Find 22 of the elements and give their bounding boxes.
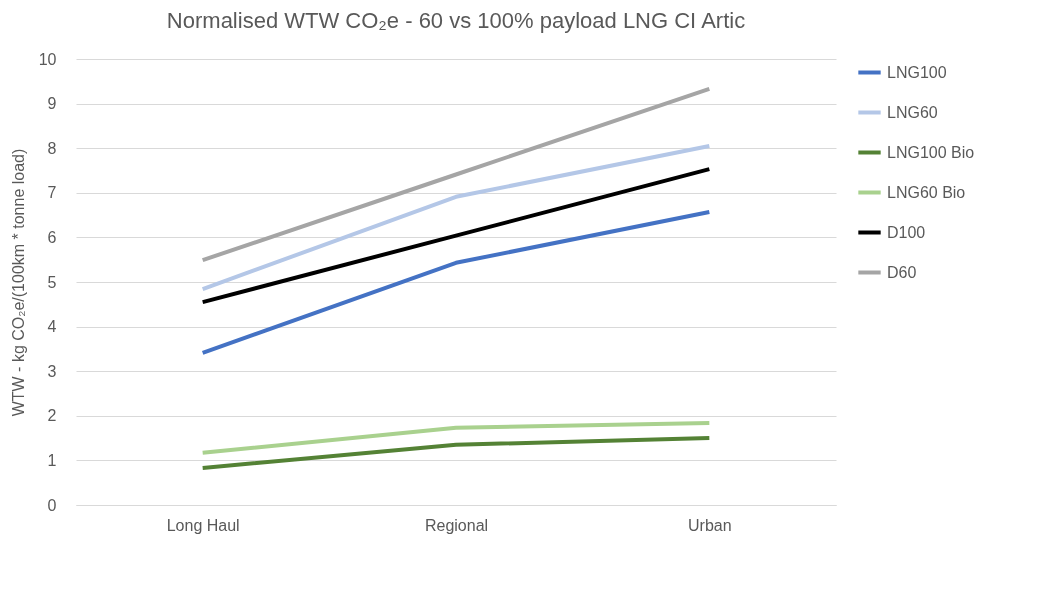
y-tick-label: 10 — [38, 50, 57, 68]
y-tick-label: 6 — [47, 228, 57, 246]
legend-label: LNG60 Bio — [887, 183, 966, 201]
legend-label: D60 — [887, 263, 917, 281]
x-tick-label: Urban — [688, 516, 732, 534]
y-tick-label: 9 — [47, 95, 57, 113]
y-tick-label: 7 — [47, 184, 57, 202]
y-tick-label: 8 — [47, 139, 57, 157]
y-tick-label: 4 — [47, 318, 57, 336]
x-tick-label: Long Haul — [166, 516, 240, 534]
y-tick-label: 3 — [47, 362, 57, 380]
y-tick-label: 2 — [47, 407, 57, 425]
legend-label: LNG100 Bio — [887, 143, 975, 161]
legend-label: D100 — [887, 223, 926, 241]
y-tick-label: 1 — [47, 451, 57, 469]
legend-label: LNG100 — [887, 63, 947, 81]
y-axis-title: WTW - kg CO₂e/(100km * tonne load) — [9, 148, 27, 417]
legend-label: LNG60 — [887, 103, 938, 121]
y-tick-label: 5 — [47, 273, 57, 291]
chart-title: Normalised WTW CO₂e - 60 vs 100% payload LNG CI Artic — [166, 8, 746, 33]
x-tick-label: Regional — [424, 516, 489, 534]
y-tick-label: 0 — [47, 496, 57, 514]
